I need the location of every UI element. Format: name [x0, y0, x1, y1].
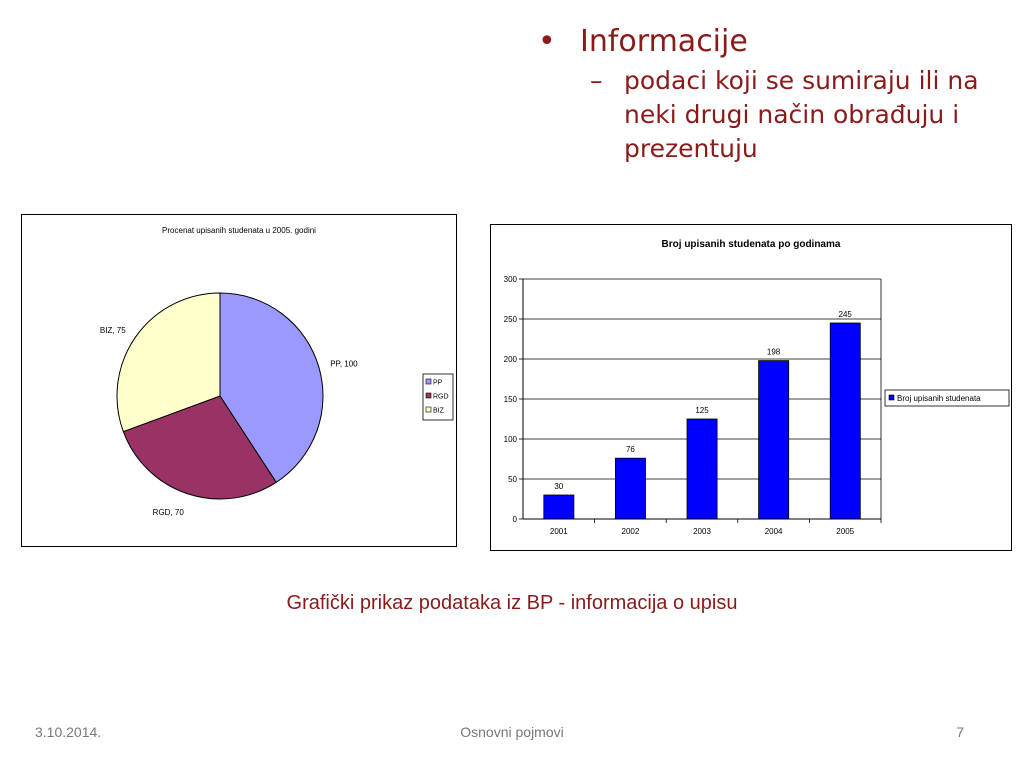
bar-2005: [829, 322, 861, 520]
y-tick-label: 50: [508, 475, 517, 484]
sub-bullet-text: podaci koji se sumiraju ili na neki drug…: [624, 66, 979, 163]
pie-slice-biz: [116, 292, 221, 433]
bar-chart-frame: Broj upisanih studenata po godinama 0 50 10…: [490, 224, 1012, 551]
legend-swatch-rgd: [425, 392, 432, 399]
bar-data-label: 245: [839, 310, 853, 319]
y-tick-label: 250: [504, 315, 518, 324]
legend-label-rgd: RGD: [433, 394, 449, 401]
legend-label-biz: BIZ: [433, 408, 445, 415]
legend-swatch-series: [888, 394, 895, 401]
pie-chart-frame: Procenat upisanih studenata u 2005. godi…: [21, 214, 457, 547]
y-tick-label: 0: [513, 515, 518, 524]
bullet-text: Informacije: [580, 24, 748, 59]
bar-chart: Broj upisanih studenata po godinama 0 50 10…: [504, 239, 1010, 536]
x-tick-label: 2005: [836, 527, 854, 536]
footer-date: 3.10.2014.: [35, 724, 102, 740]
sub-bullet-item: – podaci koji se sumiraju ili na neki dr…: [538, 64, 1008, 166]
slide-caption: Grafički prikaz podataka iz BP - informa…: [286, 592, 738, 614]
pie-data-label: RGD, 70: [153, 508, 185, 517]
bullet-list: • Informacije – podaci koji se sumiraju …: [538, 22, 1008, 166]
legend-swatch-pp: [425, 378, 432, 385]
y-tick-label: 150: [504, 395, 518, 404]
footer-page-number: 7: [956, 724, 964, 740]
x-tick-label: 2004: [765, 527, 783, 536]
bar-title: Broj upisanih studenata po godinama: [662, 239, 841, 250]
x-tick-label: 2003: [693, 527, 711, 536]
bar-2004: [758, 360, 790, 520]
footer-title: Osnovni pojmovi: [460, 724, 564, 740]
bar-2002: [615, 457, 646, 520]
x-tick-label: 2001: [550, 527, 568, 536]
legend-swatch-biz: [425, 406, 432, 413]
bar-data-label: 198: [767, 348, 781, 357]
bullet-item: • Informacije: [538, 22, 1008, 62]
y-tick-label: 300: [504, 275, 518, 284]
bar-2001: [543, 494, 575, 520]
pie-title: Procenat upisanih studenata u 2005. godi…: [162, 226, 316, 235]
x-tick-label: 2002: [622, 527, 640, 536]
y-tick-label: 200: [504, 355, 518, 364]
pie-legend: PP RGD BIZ: [422, 373, 454, 421]
bar-data-label: 125: [695, 406, 709, 415]
y-tick-label: 100: [504, 435, 518, 444]
sub-bullet-dash-icon: –: [590, 66, 603, 95]
bar-legend: Broj upisanih studenata: [884, 389, 1010, 407]
pie-data-label: PP, 100: [330, 359, 358, 368]
pie-slice-rgd: [122, 395, 277, 500]
bar-legend-box: [884, 389, 1010, 407]
legend-label-series: Broj upisanih studenata: [897, 394, 981, 403]
bar-2003: [686, 418, 718, 520]
bar-data-label: 76: [626, 445, 635, 454]
legend-label-pp: PP: [433, 380, 443, 387]
pie-data-label: BIZ, 75: [100, 326, 126, 335]
pie-chart: Procenat upisanih studenata u 2005. godi…: [100, 226, 454, 517]
bar-data-label: 30: [554, 482, 563, 491]
bullet-dot-icon: •: [538, 24, 556, 59]
